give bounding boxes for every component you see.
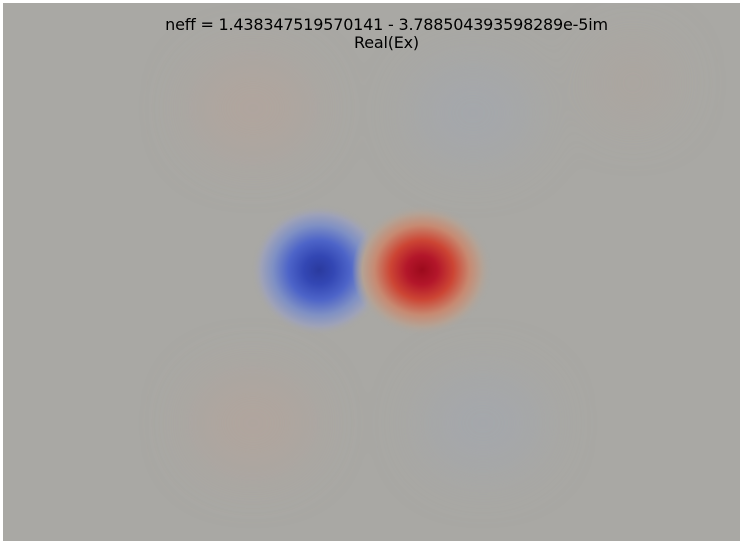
- faint-lobe-red-bottom-left: [193, 373, 313, 473]
- plot-title-block: neff = 1.438347519570141 - 3.78850439359…: [3, 16, 740, 52]
- faint-lobe-blue-bottom-right: [423, 373, 543, 473]
- faint-lobes: [193, 43, 673, 473]
- faint-lobe-red-top-left: [193, 58, 313, 158]
- negative-lobe: [251, 204, 387, 336]
- render-viewport[interactable]: neff = 1.438347519570141 - 3.78850439359…: [3, 3, 740, 541]
- faint-lobe-red-far-right: [593, 43, 673, 123]
- field-heatmap: [193, 43, 673, 473]
- faint-lobe-blue-top-right: [413, 63, 533, 163]
- plot-title: neff = 1.438347519570141 - 3.78850439359…: [165, 15, 608, 34]
- plot-subtitle: Real(Ex): [354, 33, 419, 52]
- positive-lobe: [352, 204, 492, 336]
